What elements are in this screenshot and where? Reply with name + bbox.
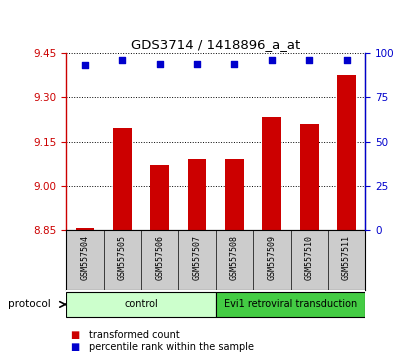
- Bar: [66, 292, 216, 317]
- Text: GSM557508: GSM557508: [230, 235, 239, 280]
- Bar: [300, 124, 319, 230]
- Point: [156, 61, 163, 67]
- Text: protocol: protocol: [8, 299, 51, 309]
- Point: [231, 61, 238, 67]
- Text: ■: ■: [71, 342, 80, 352]
- Text: GSM557511: GSM557511: [342, 235, 351, 280]
- Bar: [337, 75, 356, 230]
- Bar: [188, 159, 207, 230]
- Text: transformed count: transformed count: [89, 330, 180, 339]
- Point: [82, 63, 88, 68]
- Bar: [151, 165, 169, 230]
- Text: GSM557510: GSM557510: [305, 235, 314, 280]
- Bar: [76, 228, 95, 230]
- Point: [119, 57, 126, 63]
- Bar: [225, 159, 244, 230]
- Text: GSM557507: GSM557507: [193, 235, 202, 280]
- Bar: [263, 116, 281, 230]
- Bar: [216, 292, 365, 317]
- Text: Evi1 retroviral transduction: Evi1 retroviral transduction: [224, 299, 357, 309]
- Title: GDS3714 / 1418896_a_at: GDS3714 / 1418896_a_at: [131, 38, 300, 51]
- Text: GSM557504: GSM557504: [81, 235, 90, 280]
- Text: GSM557509: GSM557509: [267, 235, 276, 280]
- Point: [194, 61, 200, 67]
- Text: GSM557505: GSM557505: [118, 235, 127, 280]
- Text: percentile rank within the sample: percentile rank within the sample: [89, 342, 254, 352]
- Text: ■: ■: [71, 330, 80, 339]
- Point: [269, 57, 275, 63]
- Point: [343, 57, 350, 63]
- Text: GSM557506: GSM557506: [155, 235, 164, 280]
- Point: [306, 57, 312, 63]
- Bar: [113, 128, 132, 230]
- Text: control: control: [124, 299, 158, 309]
